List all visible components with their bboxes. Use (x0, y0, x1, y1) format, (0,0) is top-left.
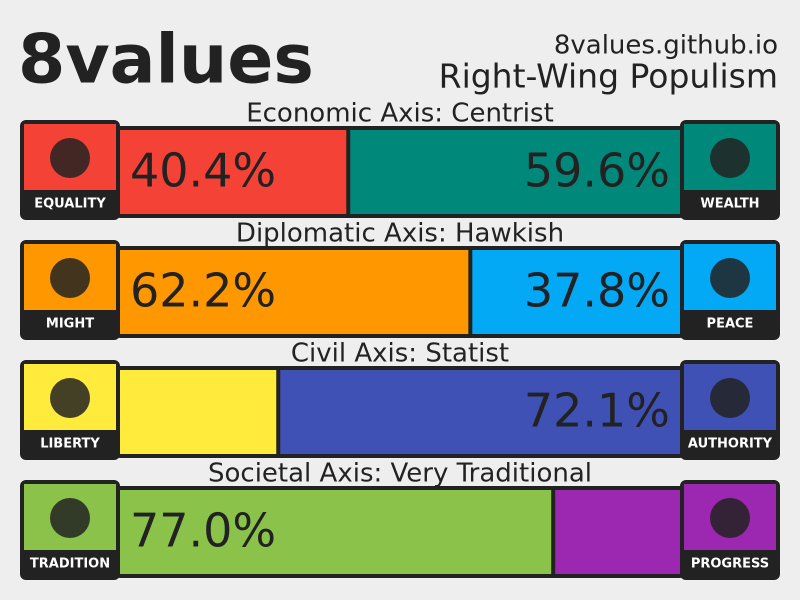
axis-heading: Economic Axis: Centrist (246, 99, 554, 129)
icon (50, 258, 90, 298)
value-label-right: 59.6% (524, 144, 670, 198)
bar-left (120, 370, 277, 454)
bar-left (120, 490, 552, 574)
icon-label-bg (24, 190, 116, 216)
icon-label-bg (24, 550, 116, 576)
icon-label: MIGHT (46, 317, 94, 332)
icon (710, 378, 750, 418)
value-label-left: 62.2% (130, 264, 276, 318)
icon-label-bg (684, 310, 776, 336)
icon-label-bg (684, 430, 776, 456)
icon (50, 498, 90, 538)
axis-heading: Civil Axis: Statist (291, 339, 509, 369)
bar-left (120, 250, 469, 334)
icon-label: AUTHORITY (688, 437, 773, 452)
value-label-left: 77.0% (130, 504, 276, 558)
axis-heading: Diplomatic Axis: Hawkish (236, 219, 564, 249)
icon (710, 138, 750, 178)
app-title: 8values (18, 21, 314, 100)
icon (710, 258, 750, 298)
icon-label-bg (24, 310, 116, 336)
ideology: Right-Wing Populism (439, 57, 778, 96)
icon-label-bg (684, 550, 776, 576)
bar-right (555, 490, 680, 574)
bar-right (350, 130, 680, 214)
icon-label: PROGRESS (691, 557, 769, 572)
icon-label-bg (684, 190, 776, 216)
value-label-right: 37.8% (524, 264, 670, 318)
icon-label: EQUALITY (34, 197, 106, 212)
icon-label: PEACE (707, 317, 754, 332)
icon-label: TRADITION (30, 557, 110, 572)
icon-label: LIBERTY (40, 437, 100, 452)
bar-right (472, 250, 680, 334)
icon (710, 498, 750, 538)
bar-left (120, 130, 347, 214)
axis-heading: Societal Axis: Very Traditional (208, 459, 592, 489)
value-label-left: 40.4% (130, 144, 276, 198)
bar-right (280, 370, 680, 454)
icon-label: WEALTH (700, 197, 759, 212)
value-label-right: 72.1% (524, 384, 670, 438)
icon-label-bg (24, 430, 116, 456)
site-url: 8values.github.io (554, 31, 778, 61)
icon (50, 138, 90, 178)
icon (50, 378, 90, 418)
